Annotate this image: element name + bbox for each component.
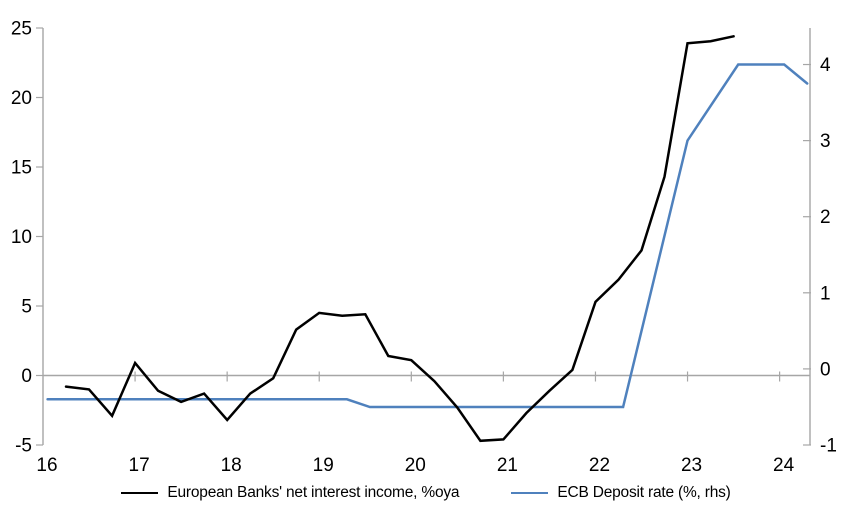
left-axis-tick-label: 5 <box>21 297 32 318</box>
x-axis-tick-label: 17 <box>129 455 150 476</box>
right-axis-tick-label: 3 <box>820 131 831 152</box>
left-axis-tick-label: 25 <box>11 19 32 40</box>
ecb-deposit-rate-line <box>46 63 809 409</box>
right-axis-tick-label: 0 <box>820 359 831 380</box>
legend: European Banks' net interest income, %oy… <box>0 484 852 502</box>
left-axis-tick-label: 20 <box>11 88 32 109</box>
x-axis-tick-label: 21 <box>497 455 518 476</box>
right-axis-tick-label: 1 <box>820 283 831 304</box>
legend-item-ecb: ECB Deposit rate (%, rhs) <box>511 484 731 502</box>
right-axis-tick-label: -1 <box>820 436 837 457</box>
left-axis-tick-label: 15 <box>11 158 32 179</box>
nii-legend-label: European Banks' net interest income, %oy… <box>167 484 460 501</box>
legend-item-nii: European Banks' net interest income, %oy… <box>121 484 460 502</box>
x-axis-tick-label: 16 <box>36 455 57 476</box>
ecb-line-sample <box>511 492 549 494</box>
right-axis-tick-label: 4 <box>820 55 831 76</box>
x-axis-tick-label: 19 <box>313 455 334 476</box>
left-axis-tick-label: -5 <box>15 436 32 457</box>
x-axis-tick-label: 18 <box>221 455 242 476</box>
x-axis-tick-label: 20 <box>405 455 426 476</box>
nii-line-sample <box>121 492 159 494</box>
nii-line <box>64 35 735 443</box>
ecb-legend-label: ECB Deposit rate (%, rhs) <box>557 484 731 501</box>
x-axis-tick-label: 22 <box>589 455 610 476</box>
right-axis-tick-label: 2 <box>820 207 831 228</box>
x-axis-tick-label: 24 <box>773 455 795 476</box>
left-axis-tick-label: 0 <box>21 366 32 387</box>
left-axis-tick-label: 10 <box>11 227 32 248</box>
x-axis-tick-label: 23 <box>681 455 702 476</box>
